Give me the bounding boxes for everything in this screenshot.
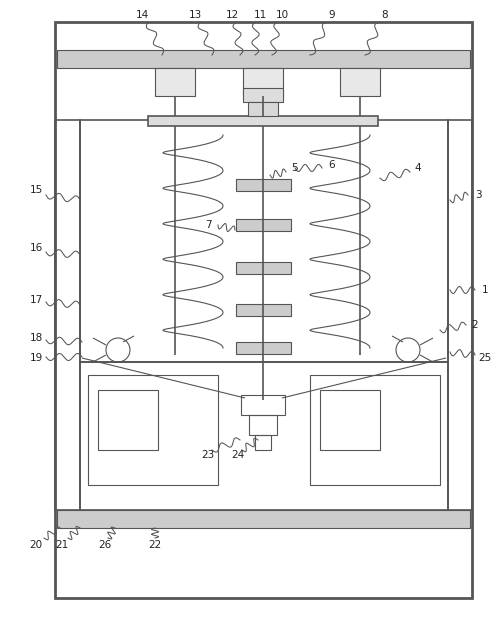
- Text: 17: 17: [29, 295, 43, 305]
- Bar: [80, 120, 448, 362]
- Bar: [236, 262, 291, 274]
- Bar: [55, 120, 80, 510]
- Bar: [57, 510, 470, 528]
- Bar: [148, 116, 378, 126]
- Bar: [236, 219, 291, 231]
- Text: 1: 1: [482, 285, 489, 295]
- Text: 6: 6: [329, 160, 335, 170]
- Text: 4: 4: [415, 163, 421, 173]
- Text: 19: 19: [29, 353, 43, 363]
- Bar: [448, 120, 472, 510]
- Text: 26: 26: [99, 540, 112, 550]
- Bar: [88, 375, 218, 485]
- Bar: [320, 390, 380, 450]
- Bar: [255, 435, 271, 450]
- Bar: [249, 415, 277, 435]
- Text: 15: 15: [29, 185, 43, 195]
- Text: 11: 11: [253, 10, 266, 20]
- Text: 18: 18: [29, 333, 43, 343]
- Text: 16: 16: [29, 243, 43, 253]
- Bar: [340, 68, 380, 96]
- Text: 14: 14: [135, 10, 148, 20]
- Text: 22: 22: [148, 540, 162, 550]
- Bar: [310, 375, 440, 485]
- Bar: [155, 68, 195, 96]
- Text: 5: 5: [292, 163, 298, 173]
- Bar: [241, 395, 285, 415]
- Text: 2: 2: [472, 320, 478, 330]
- Text: 20: 20: [29, 540, 42, 550]
- Bar: [80, 362, 448, 510]
- Text: 3: 3: [475, 190, 481, 200]
- Bar: [236, 179, 291, 191]
- Bar: [98, 390, 158, 450]
- Bar: [236, 342, 291, 354]
- Text: 8: 8: [381, 10, 388, 20]
- Text: 7: 7: [205, 220, 211, 230]
- Text: 13: 13: [188, 10, 202, 20]
- Bar: [248, 102, 278, 116]
- Bar: [243, 68, 283, 96]
- Bar: [243, 88, 283, 102]
- Bar: [55, 22, 472, 598]
- Bar: [57, 50, 470, 68]
- Text: 9: 9: [329, 10, 335, 20]
- Text: 10: 10: [275, 10, 288, 20]
- Text: 25: 25: [479, 353, 492, 363]
- Text: 21: 21: [55, 540, 69, 550]
- Text: 12: 12: [226, 10, 239, 20]
- Text: 23: 23: [201, 450, 215, 460]
- Bar: [236, 304, 291, 316]
- Text: 24: 24: [232, 450, 245, 460]
